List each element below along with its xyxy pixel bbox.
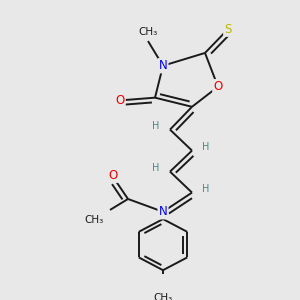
Text: H: H [202, 184, 210, 194]
Text: H: H [152, 121, 160, 131]
Text: O: O [116, 94, 124, 107]
Text: N: N [159, 205, 167, 218]
Text: CH₃: CH₃ [153, 293, 172, 300]
Text: CH₃: CH₃ [138, 26, 158, 37]
Text: O: O [213, 80, 223, 93]
Text: CH₃: CH₃ [85, 214, 104, 224]
Text: S: S [224, 23, 232, 36]
Text: H: H [202, 142, 210, 152]
Text: N: N [159, 59, 167, 72]
Text: H: H [152, 163, 160, 173]
Text: O: O [108, 169, 118, 182]
